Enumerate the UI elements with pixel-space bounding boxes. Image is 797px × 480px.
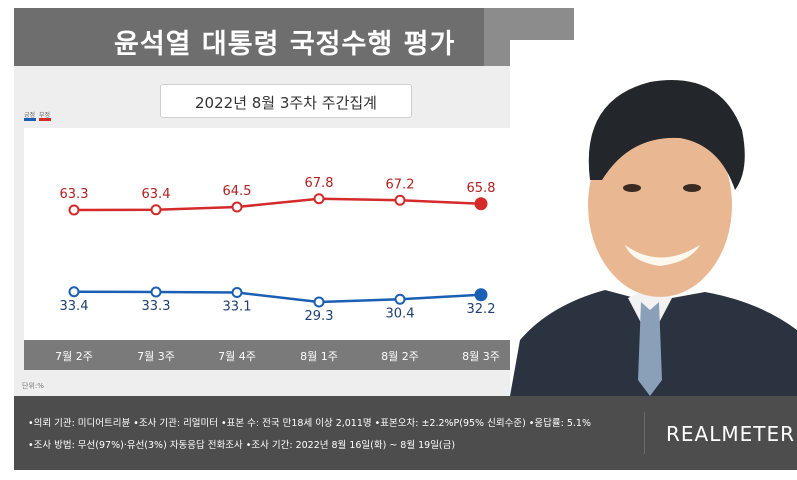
approve-series-line	[73, 290, 482, 304]
chart-legend: 긍정 부정	[24, 110, 64, 124]
legend-approve-swatch	[24, 118, 36, 121]
series-layer	[68, 193, 488, 308]
plot-area	[24, 128, 572, 340]
approve-point	[313, 296, 325, 308]
legend-approve-label: 긍정	[24, 112, 36, 119]
x-tick-label: 8월 3주	[462, 350, 500, 363]
disapprove-point	[394, 194, 406, 206]
footer-separator	[644, 412, 645, 454]
footer: •의뢰 기관: 미디어트리뷴 •조사 기관: 리얼미터 •표본 수: 전국 만1…	[14, 396, 797, 470]
approve-data-label: 33.4	[60, 299, 89, 314]
footer-line-1: •의뢰 기관: 미디어트리뷴 •조사 기관: 리얼미터 •표본 수: 전국 만1…	[28, 418, 591, 429]
approve-point	[394, 293, 406, 305]
approve-point	[68, 286, 80, 298]
label-layer: 33.4 33.3 33.1 29.3 30.4 32.2 63.3 63.4 64.5 67.8…	[60, 176, 496, 324]
disapprove-series-line	[73, 197, 482, 212]
approve-point	[231, 287, 243, 298]
approve-point	[150, 286, 162, 298]
unit-label: 단위:%	[22, 382, 44, 390]
brand-logo: REALMETER	[666, 422, 795, 446]
x-tick-label: 7월 4주	[218, 350, 256, 363]
chart-subtitle: 2022년 8월 3주차 주간집계	[195, 94, 377, 112]
disapprove-point	[68, 204, 80, 216]
approve-point	[474, 288, 488, 302]
footer-line-2: •조사 방법: 무선(97%)·유선(3%) 자동응답 전화조사 •조사 기간:…	[28, 440, 456, 451]
disapprove-data-label: 67.8	[305, 176, 334, 191]
x-tick-layer: 7월 2주 7월 3주 7월 4주 8월 1주 8월 2주 8월 3주	[55, 350, 500, 363]
approve-data-label: 29.3	[305, 309, 334, 324]
legend-disapprove-label: 부정	[39, 112, 51, 119]
x-tick-label: 8월 1주	[300, 350, 338, 363]
x-tick-label: 7월 3주	[137, 350, 175, 363]
approve-data-label: 33.1	[223, 300, 252, 315]
disapprove-data-label: 63.3	[60, 187, 89, 202]
x-tick-label: 7월 2주	[55, 350, 93, 363]
disapprove-point	[313, 193, 325, 205]
disapprove-point	[231, 201, 243, 213]
disapprove-point	[474, 197, 488, 211]
portrait-image	[510, 40, 797, 396]
legend-disapprove-swatch	[39, 118, 51, 121]
disapprove-data-label: 63.4	[142, 187, 171, 202]
disapprove-point	[150, 204, 162, 216]
disapprove-data-label: 64.5	[223, 184, 252, 199]
disapprove-data-label: 67.2	[386, 177, 415, 192]
page-title: 윤석열 대통령 국정수행 평가	[114, 29, 456, 60]
disapprove-data-label: 65.8	[467, 181, 496, 196]
title-band-dark	[14, 8, 484, 66]
subtitle-box: 2022년 8월 3주차 주간집계	[160, 84, 412, 118]
line-chart: 33.4 33.3 33.1 29.3 30.4 32.2 63.3 63.4 64.5 67.8…	[24, 128, 572, 370]
approve-data-label: 32.2	[467, 302, 496, 317]
x-tick-label: 8월 2주	[381, 350, 419, 363]
approve-data-label: 33.3	[142, 299, 171, 314]
approve-data-label: 30.4	[386, 306, 415, 321]
title-band: 윤석열 대통령 국정수행 평가	[14, 8, 574, 66]
x-axis-band	[24, 340, 572, 370]
